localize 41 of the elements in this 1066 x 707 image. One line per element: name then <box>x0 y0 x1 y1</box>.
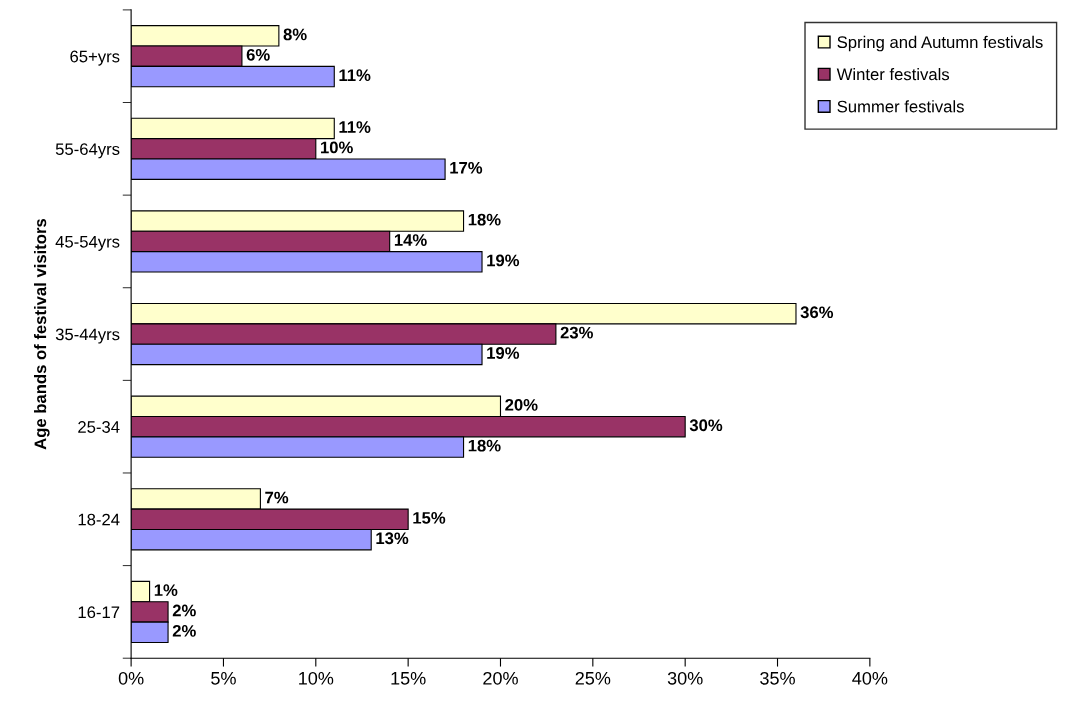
data-label: 23% <box>560 326 593 339</box>
data-label: 20% <box>505 398 538 411</box>
y-tick-label: 25-34 <box>78 421 120 433</box>
data-label: 7% <box>265 491 289 504</box>
legend-label: Spring and Autumn festivals <box>837 35 1043 52</box>
y-axis-title: Age bands of festival visitors <box>34 218 50 450</box>
data-label: 30% <box>689 419 723 432</box>
data-label: 1% <box>154 584 178 596</box>
x-tick-label: 15% <box>391 671 426 685</box>
data-label: 18% <box>468 439 501 452</box>
x-tick-label: 40% <box>852 671 888 685</box>
x-tick-label: 30% <box>667 671 703 685</box>
y-tick-label: 18-24 <box>78 513 120 526</box>
data-label: 6% <box>246 48 270 61</box>
x-tick-label: 25% <box>575 671 611 685</box>
data-label: 18% <box>468 213 501 226</box>
y-tick-label: 65+yrs <box>70 50 120 66</box>
x-tick-label: 0% <box>118 671 144 685</box>
data-label: 11% <box>339 121 371 133</box>
data-label: 36% <box>800 306 834 319</box>
data-label: 11% <box>339 69 371 82</box>
data-label: 19% <box>487 347 520 359</box>
y-tick-label: 35-44yrs <box>55 328 120 344</box>
data-label: 19% <box>487 254 520 267</box>
y-tick-label: 45-54yrs <box>55 236 120 251</box>
data-label: 14% <box>394 234 427 246</box>
x-tick-label: 10% <box>299 671 334 685</box>
data-label: 2% <box>172 624 196 637</box>
data-label: 10% <box>321 141 353 154</box>
y-tick-label: 16-17 <box>78 606 120 619</box>
legend-label: Winter festivals <box>836 68 950 81</box>
data-label: 17% <box>450 161 483 174</box>
data-label: 2% <box>172 604 196 617</box>
y-tick-label: 55-64yrs <box>55 143 120 159</box>
data-label: 8% <box>283 28 307 41</box>
x-tick-label: 35% <box>760 671 795 685</box>
x-tick-label: 5% <box>211 671 236 685</box>
data-label: 15% <box>413 512 446 524</box>
x-tick-label: 20% <box>483 671 518 685</box>
data-label: 13% <box>376 532 409 545</box>
legend-label: Summer festivals <box>837 100 964 113</box>
